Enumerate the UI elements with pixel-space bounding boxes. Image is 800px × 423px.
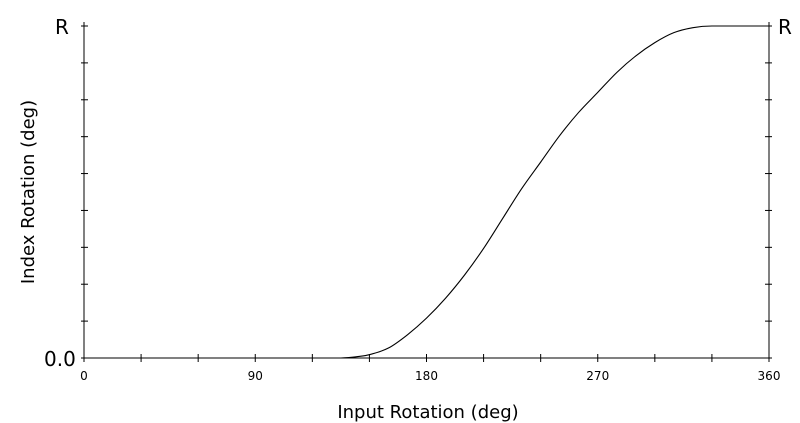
- x-tick-label: 90: [248, 369, 263, 383]
- x-tick-label: 0: [80, 369, 88, 383]
- series-line: [84, 25, 769, 359]
- axis-tick-labels: 0 90 180 270 360: [80, 369, 780, 383]
- x-axis-title: Input Rotation (deg): [337, 402, 518, 423]
- y-axis-left-top-label: R: [55, 15, 69, 39]
- x-tick-label: 270: [586, 369, 609, 383]
- x-tick-label: 180: [415, 369, 438, 383]
- axis-ticks: [81, 25, 772, 362]
- series-layer: [84, 25, 769, 359]
- x-tick-label: 360: [758, 369, 781, 383]
- plot-axes: [83, 22, 770, 359]
- y-axis-title: Index Rotation (deg): [18, 100, 39, 284]
- y-axis-left-bottom-label: 0.0: [44, 347, 76, 371]
- y-axis-right-top-label: R: [778, 15, 792, 39]
